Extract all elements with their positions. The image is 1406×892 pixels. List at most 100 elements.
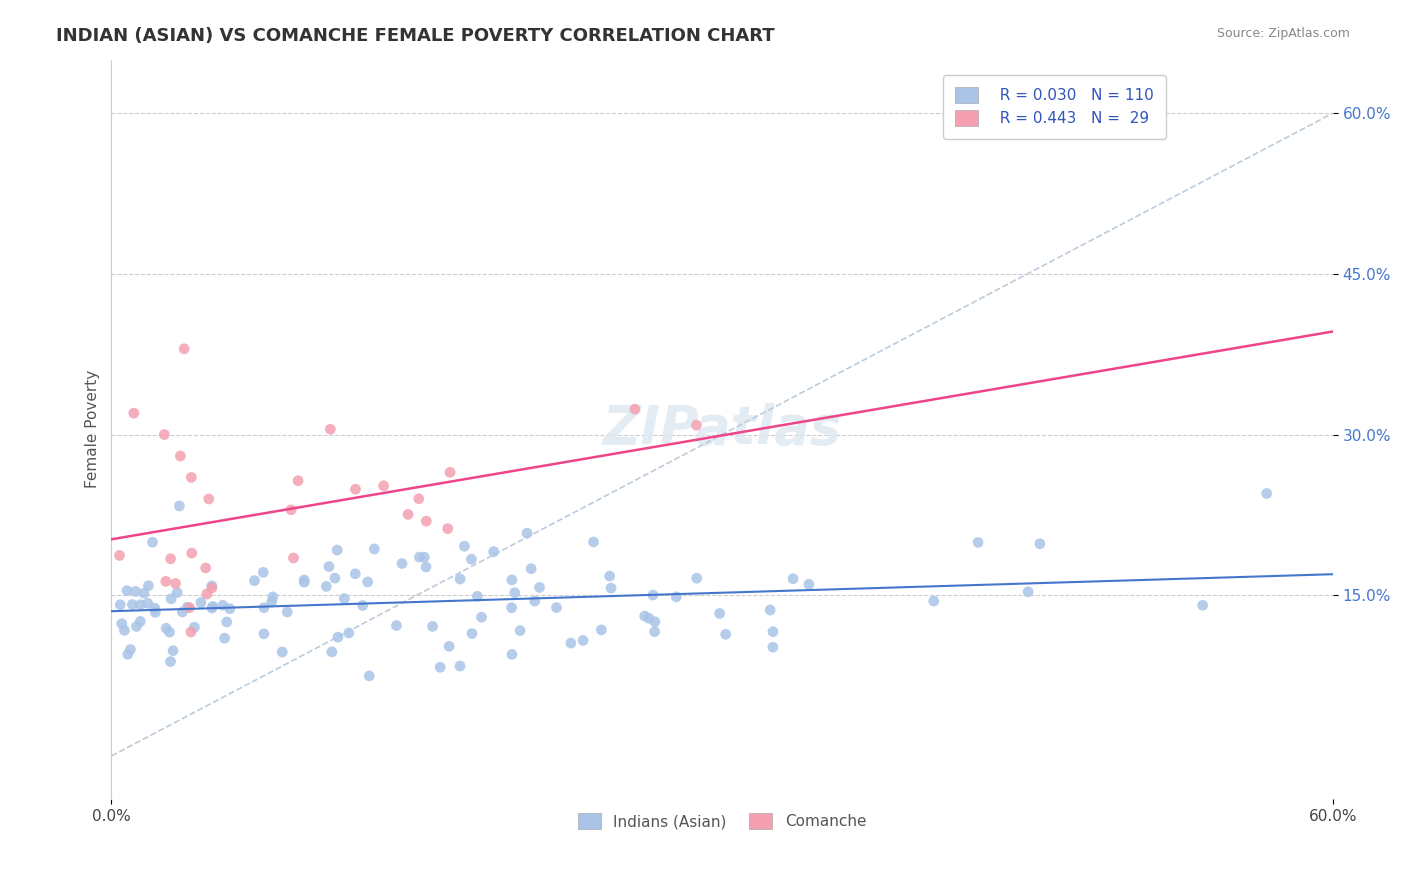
Point <box>132 586 155 600</box>
Point <box>762 640 785 655</box>
Point <box>516 526 538 541</box>
Point <box>429 660 451 674</box>
Point <box>582 535 605 549</box>
Point <box>172 605 194 619</box>
Point <box>153 427 176 442</box>
Point <box>460 552 482 566</box>
Point <box>782 572 804 586</box>
Point <box>600 581 623 595</box>
Point <box>467 590 489 604</box>
Point <box>173 342 195 356</box>
Point <box>280 503 302 517</box>
Point <box>415 560 437 574</box>
Point <box>1191 599 1213 613</box>
Point <box>449 659 471 673</box>
Point <box>686 571 709 585</box>
Point <box>125 619 148 633</box>
Point <box>292 573 315 587</box>
Point <box>523 594 546 608</box>
Point <box>529 581 551 595</box>
Point <box>169 499 191 513</box>
Point <box>363 541 385 556</box>
Point <box>108 549 131 563</box>
Point <box>141 535 163 549</box>
Point <box>560 636 582 650</box>
Point <box>190 595 212 609</box>
Point <box>359 669 381 683</box>
Point <box>644 615 666 629</box>
Point <box>337 626 360 640</box>
Point <box>176 600 198 615</box>
Point <box>179 600 201 615</box>
Point <box>509 624 531 638</box>
Point <box>333 591 356 606</box>
Point <box>422 619 444 633</box>
Legend: Indians (Asian), Comanche: Indians (Asian), Comanche <box>572 807 872 836</box>
Point <box>111 616 134 631</box>
Point <box>385 618 408 632</box>
Point <box>201 581 224 595</box>
Point <box>436 522 458 536</box>
Point <box>252 566 274 580</box>
Point <box>201 601 224 615</box>
Point <box>180 625 202 640</box>
Point <box>271 645 294 659</box>
Point <box>292 575 315 590</box>
Point <box>215 615 238 629</box>
Point <box>501 648 523 662</box>
Point <box>797 577 820 591</box>
Point <box>318 559 340 574</box>
Point <box>967 535 990 549</box>
Point <box>159 625 181 640</box>
Point <box>326 543 349 558</box>
Point <box>143 606 166 620</box>
Point <box>624 402 647 417</box>
Point <box>644 624 666 639</box>
Point <box>262 590 284 604</box>
Point <box>169 449 191 463</box>
Point <box>155 621 177 635</box>
Point <box>352 599 374 613</box>
Point <box>319 422 342 436</box>
Point <box>326 630 349 644</box>
Point <box>470 610 492 624</box>
Text: Source: ZipAtlas.com: Source: ZipAtlas.com <box>1216 27 1350 40</box>
Point <box>641 588 664 602</box>
Point <box>520 562 543 576</box>
Point <box>195 587 218 601</box>
Point <box>503 586 526 600</box>
Point <box>1017 584 1039 599</box>
Point <box>634 609 657 624</box>
Point <box>344 482 367 496</box>
Point <box>159 655 181 669</box>
Point <box>546 600 568 615</box>
Point <box>437 640 460 654</box>
Point <box>1256 486 1278 500</box>
Point <box>180 546 202 560</box>
Point <box>1029 537 1052 551</box>
Point <box>391 557 413 571</box>
Point <box>117 648 139 662</box>
Point <box>461 626 484 640</box>
Point <box>112 624 135 638</box>
Point <box>283 551 305 566</box>
Point <box>453 539 475 553</box>
Point <box>344 566 367 581</box>
Point <box>122 406 145 420</box>
Point <box>439 465 461 479</box>
Point <box>709 607 731 621</box>
Point <box>637 611 659 625</box>
Text: INDIAN (ASIAN) VS COMANCHE FEMALE POVERTY CORRELATION CHART: INDIAN (ASIAN) VS COMANCHE FEMALE POVERT… <box>56 27 775 45</box>
Point <box>214 632 236 646</box>
Point <box>160 591 183 606</box>
Point <box>183 620 205 634</box>
Point <box>408 491 430 506</box>
Point <box>685 418 707 433</box>
Point <box>260 595 283 609</box>
Point <box>243 574 266 588</box>
Point <box>159 551 181 566</box>
Point <box>591 623 613 637</box>
Point <box>194 561 217 575</box>
Point <box>129 615 152 629</box>
Point <box>201 599 224 614</box>
